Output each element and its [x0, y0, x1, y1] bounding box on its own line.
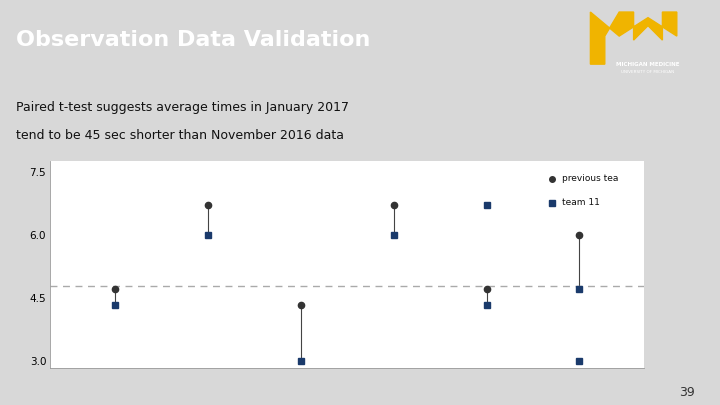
- Text: UNIVERSITY OF MICHIGAN: UNIVERSITY OF MICHIGAN: [621, 70, 675, 74]
- Text: 39: 39: [679, 386, 695, 399]
- Text: MICHIGAN MEDICINE: MICHIGAN MEDICINE: [616, 62, 680, 67]
- Text: previous tea: previous tea: [562, 174, 618, 183]
- Text: Paired t-test suggests average times in January 2017: Paired t-test suggests average times in …: [16, 101, 348, 114]
- Polygon shape: [590, 12, 677, 64]
- Text: team 11: team 11: [562, 198, 600, 207]
- Text: tend to be 45 sec shorter than November 2016 data: tend to be 45 sec shorter than November …: [16, 129, 344, 142]
- Text: Observation Data Validation: Observation Data Validation: [16, 30, 370, 50]
